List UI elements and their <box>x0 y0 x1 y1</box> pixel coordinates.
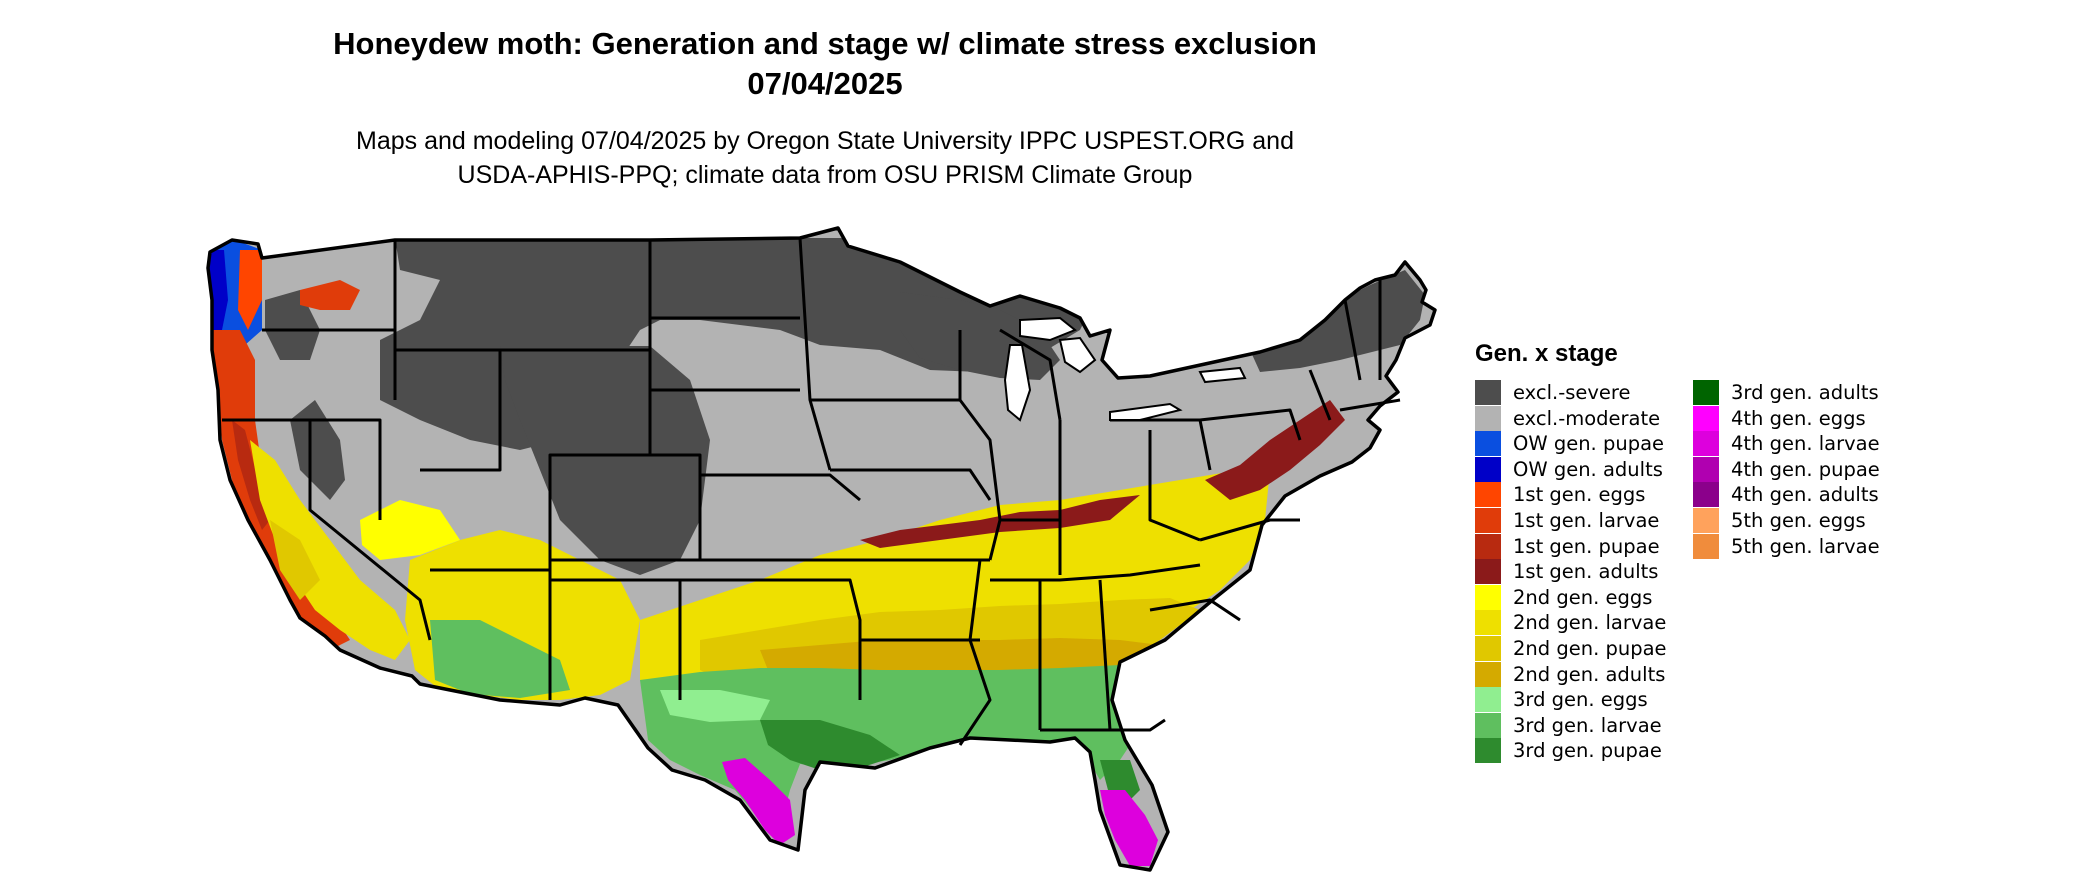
legend-label: 3rd gen. larvae <box>1513 713 1662 737</box>
legend-label: 3rd gen. eggs <box>1513 688 1648 712</box>
2nd-gen-pupae-california-region <box>270 520 320 600</box>
boundary-vt-nh <box>1343 299 1362 381</box>
legend-title: Gen. x stage <box>1475 340 1618 367</box>
legend-label: 5th gen. larvae <box>1731 534 1880 558</box>
legend-swatch <box>1475 559 1501 585</box>
1st-gen-adults-midatlantic-region <box>1205 400 1345 500</box>
excl-severe-region-cascades <box>265 290 320 360</box>
legend-label: OW gen. pupae <box>1513 432 1665 456</box>
legend-swatch <box>1693 533 1719 559</box>
boundary-oh-wv <box>1148 430 1201 542</box>
legend-swatch <box>1475 636 1501 661</box>
excl-severe-region-sierra <box>290 400 345 500</box>
legend-swatch <box>1693 456 1719 482</box>
boundary-or-ca-nv <box>222 418 382 520</box>
legend-label: 1st gen. eggs <box>1513 483 1646 507</box>
legend-swatch <box>1475 431 1501 457</box>
legend-swatch <box>1475 584 1501 610</box>
2nd-gen-larvae-california-region <box>250 440 410 660</box>
boundary-tn <box>990 563 1201 582</box>
1st-gen-larvae-coast-region <box>210 330 350 650</box>
legend-swatch <box>1693 380 1719 405</box>
boundary-ny-vt <box>1308 369 1332 421</box>
legend-swatch <box>1693 405 1719 431</box>
legend-swatch <box>1475 405 1501 431</box>
excl-severe-region-rockies <box>500 346 710 575</box>
legend-label: 3rd gen. adults <box>1731 381 1879 404</box>
legend-label: 3rd gen. pupae <box>1513 739 1662 763</box>
legend-swatch <box>1475 380 1501 405</box>
state-boundaries <box>206 226 1437 872</box>
legend-label: 4th gen. pupae <box>1731 457 1880 481</box>
4th-gen-larvae-florida-region <box>1100 790 1158 866</box>
legend-label: excl.-severe <box>1513 381 1631 404</box>
3rd-gen-pupae-gulf-region <box>760 720 900 770</box>
legend-swatch <box>1475 661 1501 687</box>
boundary-va-nc <box>1199 518 1300 542</box>
legend-label: 1st gen. pupae <box>1513 534 1660 558</box>
1st-gen-eggs-coast-region <box>238 250 262 330</box>
legend-swatch <box>1693 482 1719 508</box>
title-line-2: 07/04/2025 <box>747 66 903 101</box>
boundary-ia-mo <box>830 468 992 501</box>
legend-label: 2nd gen. larvae <box>1513 611 1667 635</box>
subtitle-line-1: Maps and modeling 07/04/2025 by Oregon S… <box>356 127 1294 155</box>
legend-swatch <box>1475 712 1501 738</box>
boundary-fl-north <box>1040 718 1166 732</box>
legend-label: 4th gen. adults <box>1731 483 1879 507</box>
lake-michigan <box>1003 344 1032 422</box>
legend-swatch <box>1475 482 1501 508</box>
subtitle-line-2: USDA-APHIS-PPQ; climate data from OSU PR… <box>457 161 1193 189</box>
legend-swatch <box>1475 508 1501 533</box>
legend-label: 4th gen. eggs <box>1731 406 1866 430</box>
2nd-gen-eggs-southwest-region <box>360 500 460 560</box>
title-line-1: Honeydew moth: Generation and stage w/ c… <box>333 26 1317 61</box>
legend-swatch <box>1475 456 1501 482</box>
legend-swatch <box>1693 508 1719 533</box>
legend-swatch <box>1475 738 1501 764</box>
legend-swatch <box>1693 431 1719 457</box>
legend-label: 2nd gen. adults <box>1513 662 1666 686</box>
legend-swatch <box>1475 687 1501 713</box>
lake-huron <box>1058 336 1097 374</box>
boundary-co <box>550 453 702 562</box>
4th-gen-larvae-texas-region <box>722 758 795 845</box>
1st-gen-larvae-columbia-region <box>300 280 360 310</box>
boundary-ca-nv <box>308 420 432 641</box>
1st-gen-pupae-coast-region <box>232 420 270 530</box>
3rd-gen-larvae-southwest-region <box>430 620 570 698</box>
boundary-ms-la <box>958 559 992 746</box>
legend-label: OW gen. adults <box>1513 457 1663 481</box>
legend-label: 2nd gen. eggs <box>1513 585 1653 609</box>
legend-label: 1st gen. adults <box>1513 560 1659 584</box>
legend-label: excl.-moderate <box>1513 406 1661 430</box>
chart-title: Honeydew moth: Generation and stage w/ c… <box>200 24 1450 104</box>
boundary-id-ut <box>395 348 502 472</box>
legend-label: 5th gen. eggs <box>1731 509 1866 532</box>
boundary-ne-ks <box>700 473 861 502</box>
boundary-al-ga <box>1098 579 1112 731</box>
map-legend: Gen. x stage excl.-severe excl.-moderate O… <box>1475 340 1975 780</box>
boundary-pa-ny <box>1199 408 1302 441</box>
boundary-michigan <box>999 328 1062 421</box>
boundary-ok-tx <box>680 578 862 700</box>
boundary-sc-nc <box>1149 598 1241 622</box>
3rd-gen-larvae-gulf-region <box>640 648 1160 830</box>
chart-subtitle: Maps and modeling 07/04/2025 by Oregon S… <box>200 124 1450 192</box>
boundary-wi-il-mississippi <box>958 330 1002 561</box>
lake-superior <box>1019 316 1077 342</box>
great-lakes <box>1003 316 1247 422</box>
legend-label: 1st gen. larvae <box>1513 509 1660 532</box>
legend-swatch <box>1475 610 1501 636</box>
3rd-gen-eggs-gulf-region <box>660 690 770 722</box>
lake-erie <box>1109 402 1183 421</box>
lake-ontario <box>1198 366 1247 384</box>
legend-label: 2nd gen. pupae <box>1513 637 1667 660</box>
legend-label: 4th gen. larvae <box>1731 432 1880 456</box>
boundary-ma-ct <box>1339 398 1401 412</box>
legend-swatch <box>1475 533 1501 559</box>
